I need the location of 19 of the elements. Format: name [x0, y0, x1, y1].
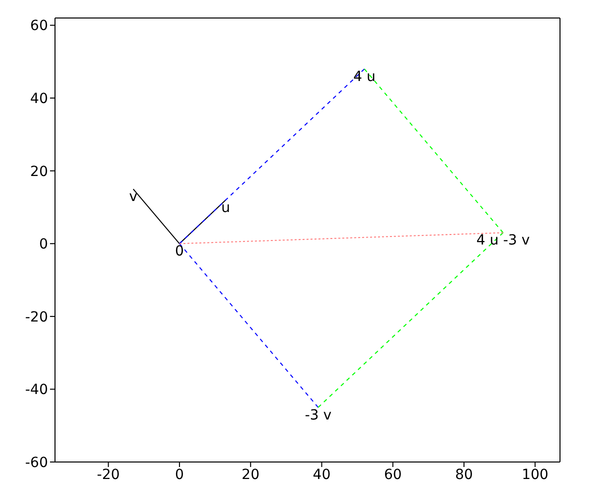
x-tick-label: 100	[522, 466, 548, 483]
annotation: 0	[175, 244, 184, 260]
y-tick-label: -60	[25, 454, 48, 471]
annotation: -3 v	[304, 407, 332, 424]
y-tick-label: -20	[25, 309, 48, 326]
annotation: u	[221, 200, 230, 216]
x-tick-label: -20	[96, 466, 120, 483]
annotation: v	[129, 188, 138, 205]
x-tick-label: 40	[312, 466, 331, 483]
annotation: 4 u	[353, 68, 376, 85]
y-tick-label: -40	[25, 382, 48, 398]
y-tick-label: 20	[30, 164, 48, 180]
x-tick-label: 80	[455, 466, 473, 483]
x-tick-label: 0	[175, 466, 184, 483]
y-tick-label: 40	[30, 91, 48, 108]
x-tick-label: 20	[242, 466, 260, 483]
y-tick-label: 60	[30, 18, 48, 34]
x-tick-label: 60	[384, 466, 402, 483]
y-tick-label: 0	[39, 236, 48, 253]
